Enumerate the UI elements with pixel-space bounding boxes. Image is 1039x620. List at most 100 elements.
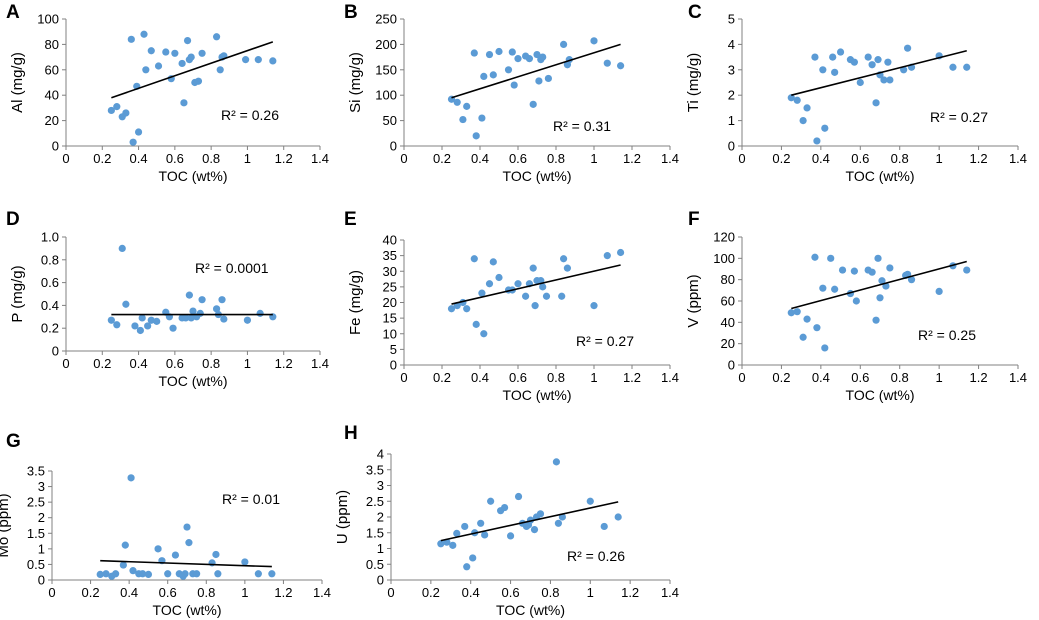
x-axis-title: TOC (wt%) xyxy=(503,168,572,184)
x-axis-title: TOC (wt%) xyxy=(496,602,565,618)
data-point xyxy=(793,96,801,104)
y-tick-label: 30 xyxy=(383,264,397,279)
data-point xyxy=(531,302,539,310)
data-point xyxy=(113,103,121,111)
data-point xyxy=(127,474,135,482)
y-tick-label: 60 xyxy=(45,62,59,77)
x-tick-label: 0.4 xyxy=(130,151,148,166)
data-point xyxy=(872,99,880,107)
x-tick-label: 1.4 xyxy=(313,585,331,600)
data-point xyxy=(147,47,155,55)
x-tick-label: 0.6 xyxy=(166,356,184,371)
data-point xyxy=(803,104,811,112)
y-axis-title: V (ppm) xyxy=(685,274,702,327)
data-point xyxy=(495,273,503,282)
data-point xyxy=(603,252,611,260)
y-tick-label: 20 xyxy=(721,336,735,351)
x-tick-label: 0.4 xyxy=(120,585,138,600)
y-tick-label: 50 xyxy=(383,113,397,128)
y-axis-title: Al (mg/g) xyxy=(9,52,26,113)
y-tick-label: 3.5 xyxy=(366,462,384,477)
y-tick-label: 0 xyxy=(52,344,59,359)
data-point xyxy=(212,305,221,313)
data-point xyxy=(514,492,523,501)
y-tick-label: 1.5 xyxy=(27,526,45,541)
data-point xyxy=(187,314,195,322)
y-tick-label: 2.5 xyxy=(27,495,45,510)
data-point xyxy=(872,316,880,324)
x-tick-label: 0.2 xyxy=(422,585,440,600)
y-tick-label: 1 xyxy=(728,113,735,128)
x-axis-title: TOC (wt%) xyxy=(159,373,228,389)
data-point xyxy=(189,307,197,315)
x-tick-label: 1.4 xyxy=(661,151,679,166)
data-point xyxy=(129,567,137,575)
data-point xyxy=(963,266,971,274)
x-tick-label: 1.4 xyxy=(1009,151,1027,166)
data-point xyxy=(590,302,598,310)
x-tick-label: 1 xyxy=(590,370,597,385)
x-tick-label: 1 xyxy=(936,151,943,166)
x-tick-label: 1.2 xyxy=(623,370,641,385)
data-point xyxy=(193,570,201,578)
data-point xyxy=(819,284,827,292)
y-tick-label: 4 xyxy=(377,447,384,462)
data-point xyxy=(171,551,180,559)
x-tick-label: 0 xyxy=(400,370,407,385)
y-tick-label: 80 xyxy=(721,272,735,287)
panel-h: 0 0.2 0.4 0.6 0.8 1 1.2 1.400.511.522.533.54TOC… xyxy=(334,423,679,618)
data-point xyxy=(850,58,858,66)
data-point xyxy=(480,72,488,81)
data-point xyxy=(459,115,467,124)
data-point xyxy=(787,94,795,102)
x-tick-label: 1 xyxy=(936,370,943,385)
data-point xyxy=(181,570,189,578)
data-point xyxy=(171,49,179,57)
data-point xyxy=(868,268,876,276)
data-point xyxy=(533,50,541,59)
x-tick-label: 0.2 xyxy=(93,151,111,166)
panel-a: 0 0.2 0.4 0.6 0.8 1 1.2 1.4 0 20 40 60 80 100 TOC (wt%… xyxy=(6,2,329,184)
y-tick-label: 0 xyxy=(390,139,397,154)
data-point xyxy=(437,540,445,548)
data-point xyxy=(136,326,144,335)
data-point xyxy=(852,297,860,305)
data-point xyxy=(113,321,121,329)
data-point xyxy=(874,254,882,262)
data-point xyxy=(453,529,461,537)
x-tick-label: 1.2 xyxy=(621,585,639,600)
y-tick-label: 5 xyxy=(390,342,397,357)
data-point xyxy=(525,55,534,63)
data-point xyxy=(495,47,503,56)
x-tick-label: 0.6 xyxy=(509,151,527,166)
data-point xyxy=(539,53,547,61)
data-point xyxy=(218,296,226,304)
r-squared-label: R² = 0.27 xyxy=(930,109,988,125)
trend-line xyxy=(791,49,967,96)
x-axis-title: TOC (wt%) xyxy=(846,168,915,184)
x-tick-label: 0.6 xyxy=(851,370,869,385)
data-point xyxy=(590,37,598,45)
x-tick-label: 0.2 xyxy=(93,356,111,371)
y-tick-label: 4 xyxy=(728,37,735,52)
data-point xyxy=(162,48,170,56)
data-point xyxy=(153,317,161,325)
panel-b: 0 0.2 0.4 0.6 0.8 1 1.2 1.4 0 50 100 150 200 250 TOC (… xyxy=(344,2,679,184)
data-point xyxy=(617,62,625,70)
data-point xyxy=(449,541,457,549)
x-axis-title: TOC (wt%) xyxy=(159,168,228,184)
y-axis-title: Ti (mg/g) xyxy=(685,53,702,112)
data-point xyxy=(478,289,486,297)
r-squared-label: R² = 0.31 xyxy=(553,118,611,134)
data-point xyxy=(529,100,537,108)
y-tick-label: 2 xyxy=(38,510,45,525)
data-point xyxy=(220,315,228,323)
data-point xyxy=(880,76,888,84)
data-point xyxy=(506,532,515,540)
y-tick-label: 5 xyxy=(728,12,735,27)
x-tick-label: 0.6 xyxy=(509,370,527,385)
data-point xyxy=(472,132,480,140)
data-point xyxy=(886,76,894,84)
x-tick-label: 0.8 xyxy=(891,151,909,166)
